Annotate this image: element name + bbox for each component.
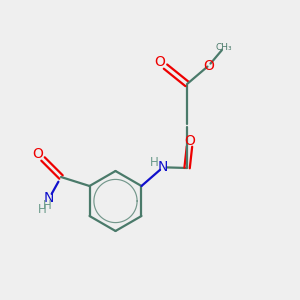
Text: CH₃: CH₃ [216,43,232,52]
Text: N: N [158,160,168,174]
Text: N: N [44,191,54,205]
Text: O: O [203,59,214,73]
Text: H: H [43,199,52,212]
Text: H: H [38,203,47,216]
Text: O: O [184,134,196,148]
Text: O: O [32,147,43,160]
Text: O: O [154,55,165,69]
Text: H: H [150,155,159,169]
